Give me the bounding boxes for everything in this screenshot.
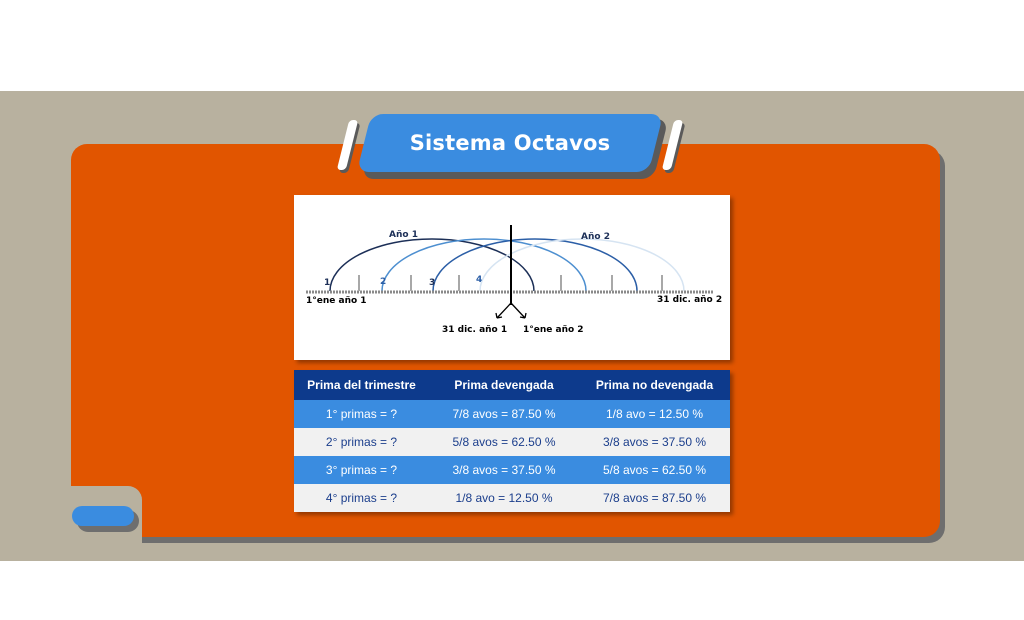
table-cell: 7/8 avos = 87.50 % — [452, 407, 556, 421]
table-cell: 4° primas = ? — [325, 491, 398, 505]
header-prima-devengada: Prima devengada — [454, 378, 554, 392]
arc-quarter-4 — [479, 238, 685, 292]
nav-pill-button[interactable] — [72, 506, 134, 526]
year1-label: Año 1 — [389, 230, 418, 240]
table-cell: 3/8 avos = 37.50 % — [452, 463, 556, 477]
table-cell: 7/8 avos = 87.50 % — [602, 491, 707, 505]
table-header-row: Prima del trimestre Prima devengada Prim… — [294, 370, 730, 400]
table-cell: 5/8 avos = 62.50 % — [452, 435, 556, 449]
split-arrow-left — [495, 302, 512, 319]
split-left-label: 31 dic. año 1 — [442, 325, 507, 335]
table-row: 3° primas = ? 3/8 avos = 37.50 % 5/8 avo… — [294, 456, 730, 484]
header-prima-trimestre: Prima del trimestre — [307, 378, 416, 392]
quarter-label-3: 3 — [429, 278, 435, 288]
table-cell: 3/8 avos = 37.50 % — [602, 435, 707, 449]
premium-table: Prima del trimestre Prima devengada Prim… — [294, 370, 730, 512]
timeline-diagram: Año 1 Año 2 1 2 3 4 1°ene año 1 31 dic. … — [294, 195, 730, 360]
table-cell: 3° primas = ? — [325, 463, 398, 477]
table-cell: 1/8 avo = 12.50 % — [455, 491, 553, 505]
arc-quarter-2 — [381, 238, 587, 292]
header-prima-no-devengada: Prima no devengada — [595, 378, 714, 392]
table-cell: 1/8 avo = 12.50 % — [605, 407, 704, 421]
timeline-svg: Año 1 Año 2 1 2 3 4 1°ene año 1 31 dic. … — [306, 225, 722, 335]
table-cell: 5/8 avos = 62.50 % — [602, 463, 707, 477]
table-cell: 1° primas = ? — [325, 407, 398, 421]
quarter-label-2: 2 — [380, 277, 386, 287]
end-date-label: 31 dic. año 2 — [657, 295, 722, 305]
table-row: 4° primas = ? 1/8 avo = 12.50 % 7/8 avos… — [294, 484, 730, 512]
split-arrow-right — [510, 302, 527, 319]
table-cell: 2° primas = ? — [325, 435, 398, 449]
quarter-label-4: 4 — [476, 275, 482, 285]
year2-label: Año 2 — [581, 232, 610, 242]
timeline-ticks — [358, 275, 663, 291]
quarter-label-1: 1 — [324, 278, 330, 288]
start-date-label: 1°ene año 1 — [306, 296, 367, 306]
table-row: 1° primas = ? 7/8 avos = 87.50 % 1/8 avo… — [294, 400, 730, 428]
table-row: 2° primas = ? 5/8 avos = 62.50 % 3/8 avo… — [294, 428, 730, 456]
page-title: Sistema Octavos — [409, 131, 611, 155]
arc-quarter-3 — [432, 238, 638, 292]
split-right-label: 1°ene año 2 — [523, 325, 584, 335]
arc-quarter-1 — [329, 238, 535, 292]
